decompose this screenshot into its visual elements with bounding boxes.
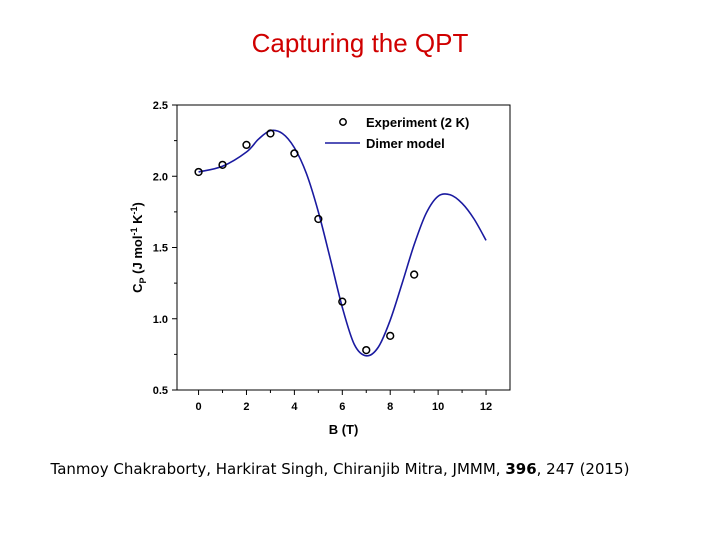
legend-marker-experiment (339, 118, 347, 126)
experiment-point (218, 160, 227, 169)
experiment-point (290, 149, 299, 158)
y-tick-label: 1.0 (153, 314, 168, 326)
y-label-c: C (130, 283, 145, 293)
legend-label-dimer: Dimer model (366, 136, 445, 151)
x-tick-label: 6 (339, 401, 345, 413)
y-label-units: (J mol (130, 236, 145, 278)
x-tick-label: 0 (195, 401, 201, 413)
experiment-point (410, 270, 419, 279)
legend: Experiment (2 K) Dimer model (325, 115, 469, 151)
experiment-point (194, 167, 203, 177)
x-axis-label: B (T) (329, 422, 359, 437)
citation-pages-year: , 247 (2015) (536, 460, 630, 478)
y-label-sub: P (138, 277, 148, 283)
experiment-point (362, 345, 371, 355)
dimer-model-line (198, 129, 487, 357)
y-label-exp1: -1 (129, 228, 139, 236)
citation-volume: 396 (505, 460, 537, 478)
citation-authors: Tanmoy Chakraborty, Harkirat Singh, Chir… (50, 460, 501, 478)
slide-title: Capturing the QPT (251, 28, 469, 58)
y-tick-label: 2.5 (153, 100, 168, 112)
experiment-markers-layer (194, 129, 419, 355)
y-axis-label: CP (J mol-1 K-1) (129, 202, 148, 293)
x-tick-label: 12 (480, 401, 492, 413)
experiment-point (242, 140, 251, 150)
y-tick-label: 2.0 (153, 171, 168, 183)
experiment-point (338, 297, 347, 306)
y-label-mid: K (130, 214, 145, 228)
experiment-point (386, 331, 395, 341)
dimer-model-layer (198, 129, 487, 357)
legend-label-experiment: Experiment (2 K) (366, 115, 469, 130)
x-tick-label: 2 (243, 401, 249, 413)
x-tick-label: 8 (387, 401, 393, 413)
experiment-point (266, 129, 275, 138)
y-tick-label: 1.5 (153, 243, 168, 255)
chart: 0 2 4 6 8 10 12 0.5 1.0 1.5 2.0 2.5 Experiment (2 K… (120, 88, 520, 448)
experiment-point (314, 214, 323, 224)
chart-svg: 0 2 4 6 8 10 12 0.5 1.0 1.5 2.0 2.5 Experiment (2 K… (129, 100, 511, 437)
y-label-close: ) (130, 202, 145, 206)
axis-ticks: 0 2 4 6 8 10 12 0.5 1.0 1.5 2.0 2.5 (153, 100, 492, 413)
y-label-exp2: -1 (129, 207, 139, 215)
x-tick-label: 4 (291, 401, 298, 413)
x-tick-label: 10 (432, 401, 444, 413)
y-tick-label: 0.5 (153, 385, 168, 397)
citation: Tanmoy Chakraborty, Harkirat Singh, Chir… (0, 460, 680, 478)
plot-frame (176, 104, 511, 391)
